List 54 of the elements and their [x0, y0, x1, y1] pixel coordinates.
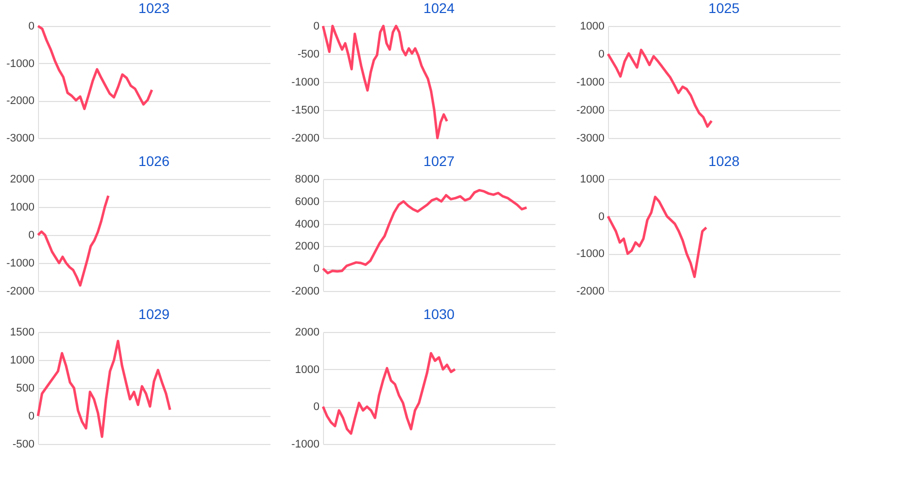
y-tick-label: 4000	[295, 218, 320, 230]
y-tick-label: -1000	[6, 58, 34, 70]
y-tick-label: 0	[313, 20, 320, 32]
chart-title: 1028	[708, 153, 740, 169]
chart-title: 1024	[423, 0, 455, 16]
y-tick-label: -500	[12, 438, 34, 450]
line-series	[322, 188, 528, 274]
y-tick-label: -2000	[6, 95, 34, 108]
y-tick-label: -1500	[291, 104, 320, 116]
y-tick-label: 1000	[10, 202, 34, 214]
chart-title: 1023	[138, 0, 170, 16]
y-tick-label: -500	[297, 48, 320, 60]
y-tick-label: -1000	[576, 76, 604, 88]
y-tick-label: 2000	[295, 326, 320, 338]
line-series	[322, 24, 448, 140]
line-series	[606, 48, 713, 128]
y-tick-label: 6000	[295, 196, 320, 208]
y-tick-label: 2000	[10, 174, 34, 186]
y-tick-label: -2000	[576, 104, 604, 116]
y-tick-label: 0	[28, 410, 34, 422]
y-tick-label: 1000	[10, 354, 34, 366]
y-tick-label: 8000	[295, 174, 320, 186]
y-tick-label: 1000	[580, 20, 604, 32]
line-series	[606, 196, 708, 278]
y-tick-label: 1500	[10, 326, 34, 338]
y-tick-label: -2000	[6, 286, 34, 298]
chart-title: 1030	[423, 306, 455, 322]
y-tick-label: -1000	[291, 76, 320, 88]
y-tick-label: 0	[598, 210, 604, 223]
y-tick-label: -2000	[576, 286, 604, 298]
y-tick-label: 0	[598, 48, 604, 60]
y-tick-label: 0	[28, 20, 34, 32]
y-tick-label: 0	[313, 263, 320, 276]
y-tick-label: 1000	[580, 174, 604, 186]
line-series	[322, 352, 456, 435]
chart-title: 1029	[138, 306, 170, 322]
y-tick-label: 1000	[295, 364, 320, 376]
y-tick-label: -3000	[576, 132, 604, 144]
y-tick-label: 0	[28, 230, 34, 242]
chart-title: 1025	[708, 0, 740, 16]
line-series	[36, 340, 172, 438]
y-tick-label: 2000	[295, 240, 320, 253]
y-tick-label: 0	[313, 401, 320, 414]
y-tick-label: -1000	[6, 258, 34, 270]
chart-title: 1027	[423, 153, 455, 169]
chart-title: 1026	[138, 153, 170, 169]
line-series	[36, 194, 110, 287]
y-tick-label: -1000	[576, 248, 604, 260]
y-tick-label: -3000	[6, 132, 34, 144]
y-tick-label: -2000	[291, 286, 320, 298]
line-series	[36, 24, 154, 110]
y-tick-label: 500	[16, 382, 34, 394]
y-tick-label: -1000	[291, 438, 320, 450]
y-tick-label: -2000	[291, 132, 320, 144]
